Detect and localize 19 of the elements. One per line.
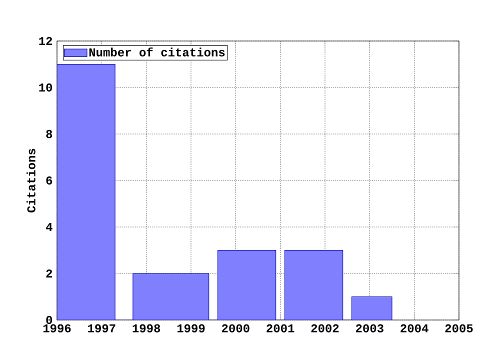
- y-tick-label: 2: [46, 269, 52, 278]
- y-tick-label: 4: [46, 223, 52, 231]
- x-tick-label: 2001: [266, 324, 294, 332]
- y-tick-label: 10: [39, 83, 52, 92]
- y-axis-title: Citations: [26, 148, 36, 212]
- x-tick-label: 2005: [445, 324, 473, 332]
- legend-label: Number of citations: [89, 47, 225, 56]
- y-tick-label: 0: [46, 316, 52, 324]
- x-tick-label: 1999: [177, 324, 205, 332]
- y-tick-label: 12: [39, 36, 52, 46]
- x-tick-label: 2004: [400, 324, 428, 332]
- x-tick-label: 1996: [43, 324, 71, 332]
- y-tick-label: 6: [46, 176, 52, 185]
- x-tick-label: 2000: [222, 324, 250, 332]
- x-tick-label: 1998: [132, 324, 160, 332]
- y-tick-label: 8: [46, 130, 52, 138]
- x-tick-label: 2003: [356, 324, 384, 332]
- x-tick-label: 2002: [311, 324, 339, 332]
- x-tick-label: 1997: [88, 324, 116, 332]
